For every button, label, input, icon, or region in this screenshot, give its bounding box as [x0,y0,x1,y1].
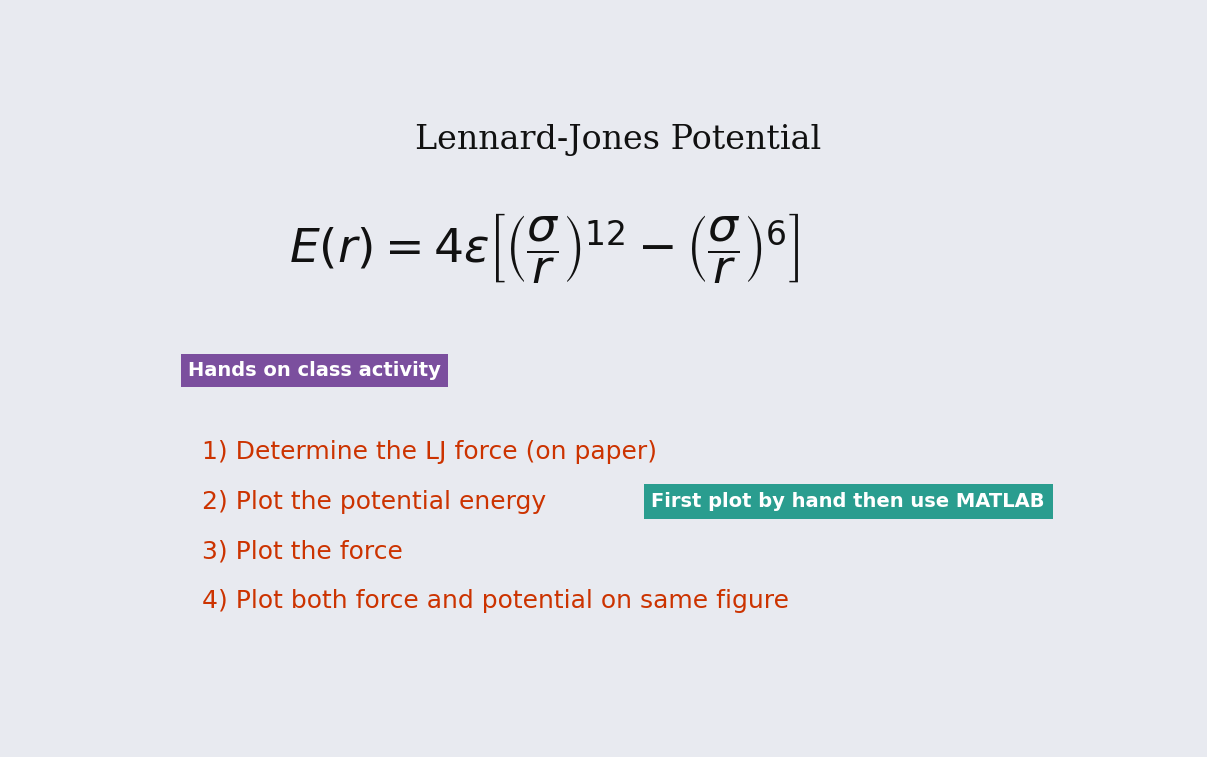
Text: Lennard-Jones Potential: Lennard-Jones Potential [415,124,822,157]
Text: 3) Plot the force: 3) Plot the force [203,539,403,563]
Text: 2) Plot the potential energy: 2) Plot the potential energy [203,490,547,514]
Text: 4) Plot both force and potential on same figure: 4) Plot both force and potential on same… [203,589,789,613]
Text: 1) Determine the LJ force (on paper): 1) Determine the LJ force (on paper) [203,441,658,464]
Text: Hands on class activity: Hands on class activity [188,361,442,380]
Text: $E(r) = 4\epsilon\left[\left(\dfrac{\sigma}{r}\right)^{12} - \left(\dfrac{\sigma: $E(r) = 4\epsilon\left[\left(\dfrac{\sig… [288,211,799,285]
Text: First plot by hand then use MATLAB: First plot by hand then use MATLAB [652,492,1045,511]
